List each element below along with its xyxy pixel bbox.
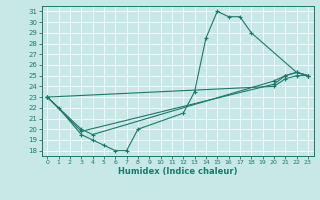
X-axis label: Humidex (Indice chaleur): Humidex (Indice chaleur) bbox=[118, 167, 237, 176]
